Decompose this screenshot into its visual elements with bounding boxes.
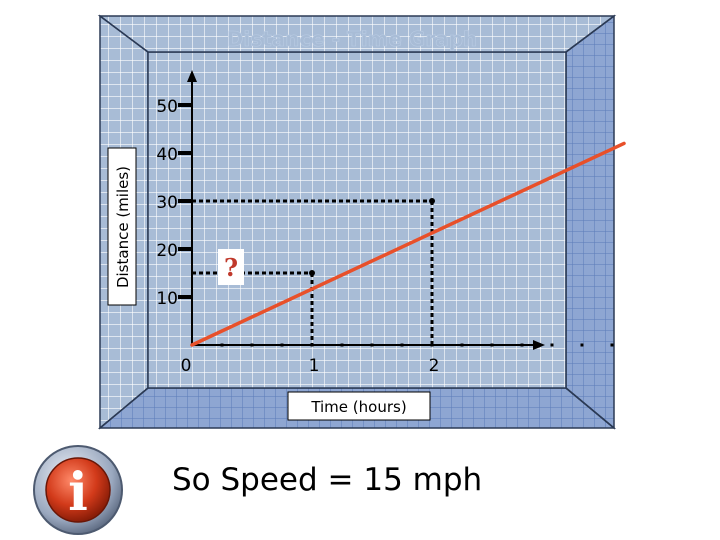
x-minor-tick	[550, 343, 554, 347]
x-axis-label: Time (hours)	[310, 398, 406, 416]
y-axis-label: Distance (miles)	[114, 166, 132, 288]
guide-lines	[192, 199, 434, 345]
y-tick-label: 20	[156, 241, 178, 261]
grid-box	[97, 14, 617, 430]
x-minor-tick	[250, 343, 254, 347]
x-axis-label-box: Time (hours)	[287, 391, 431, 421]
data-point	[429, 198, 435, 204]
markers: ?	[218, 198, 435, 285]
x-minor-tick	[610, 343, 614, 347]
question-mark: ?	[224, 253, 238, 282]
x-axis-arrow	[533, 340, 545, 350]
info-button[interactable]: i	[32, 444, 124, 536]
question-box	[218, 249, 244, 285]
x-minor-tick	[370, 343, 374, 347]
y-tick-label: 40	[156, 145, 178, 165]
right-wall	[565, 14, 615, 430]
x-minor-tick	[460, 343, 464, 347]
x-minor-tick	[580, 343, 584, 347]
x-minor-tick	[280, 343, 284, 347]
x-tick-label: 0	[181, 356, 192, 376]
x-tick-label: 1	[309, 356, 320, 376]
x-minor-tick	[340, 343, 344, 347]
series	[190, 141, 626, 347]
x-minor-tick	[490, 343, 494, 347]
axes	[187, 70, 545, 350]
info-icon: i	[33, 445, 123, 535]
x-minor-tick	[400, 343, 404, 347]
chart-title: Distance - Time Graph	[227, 27, 478, 51]
data-point	[309, 270, 315, 276]
info-glyph: i	[68, 462, 88, 523]
speed-result-text: So Speed = 15 mph	[172, 462, 483, 498]
x-minor-tick	[520, 343, 524, 347]
y-tick-label: 50	[156, 97, 178, 117]
y-tick-label: 30	[156, 193, 178, 213]
distance-line	[190, 141, 626, 347]
y-ticks: 10 20 30 40 50	[156, 97, 192, 309]
x-minor-tick	[220, 343, 224, 347]
x-tick-label: 2	[429, 356, 440, 376]
y-axis-arrow	[187, 70, 197, 82]
y-tick-label: 10	[156, 289, 178, 309]
y-axis-label-box: Distance (miles)	[107, 147, 137, 306]
